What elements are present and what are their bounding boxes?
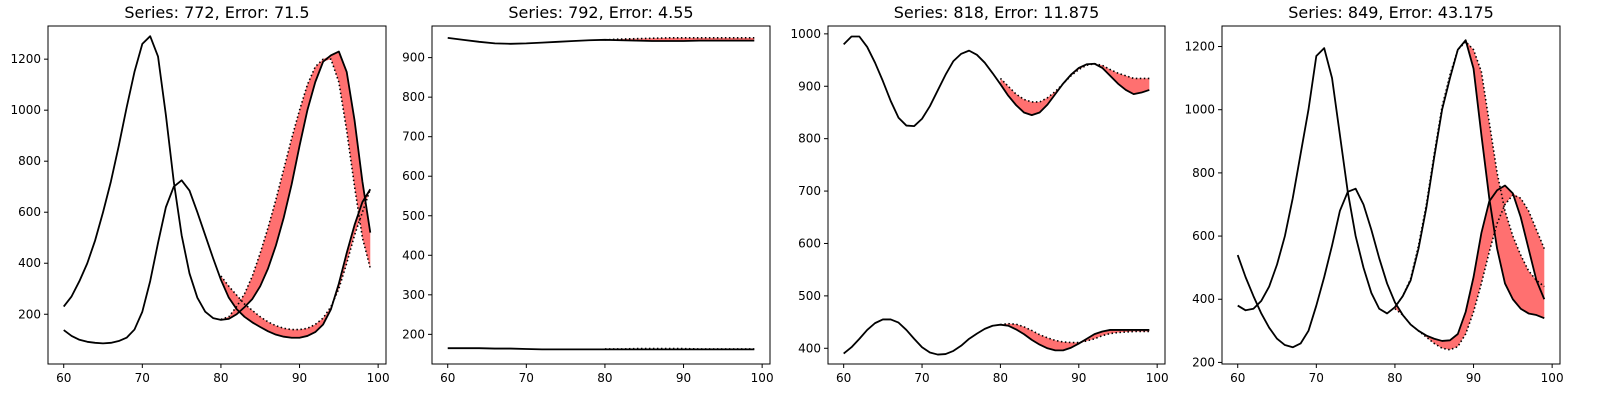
axes-frame — [1221, 25, 1561, 365]
error-band-2 — [220, 51, 371, 320]
x-tick-label: 60 — [56, 371, 71, 385]
x-tick-label: 60 — [440, 371, 455, 385]
y-tick-label: 600 — [1192, 229, 1215, 243]
chart-panel-4: 60 70 80 90 100 200 400 600 800 1000 1200 Series: 8… — [1184, 3, 1563, 385]
plot-area — [1236, 39, 1546, 351]
x-tick-label: 80 — [597, 371, 612, 385]
x-tick-label: 100 — [1146, 371, 1169, 385]
plot-area — [447, 36, 755, 351]
actual-line-2 — [63, 179, 372, 345]
x-tick-label: 60 — [1230, 371, 1245, 385]
chart-title: Series: 792, Error: 4.55 — [508, 3, 693, 22]
x-tick-label: 80 — [993, 371, 1008, 385]
y-tick-label: 1000 — [790, 27, 821, 41]
x-tick-label: 90 — [1466, 371, 1481, 385]
y-tick-label: 600 — [18, 205, 41, 219]
y-tick-label: 400 — [402, 248, 425, 262]
y-tick-label: 200 — [1192, 355, 1215, 369]
x-tick-label: 80 — [213, 371, 228, 385]
actual-line-1 — [843, 35, 1150, 127]
actual-line-1 — [63, 35, 372, 321]
x-tick-label: 70 — [519, 371, 534, 385]
predicted-line-4 — [1000, 322, 1150, 344]
x-tick-label: 100 — [367, 371, 390, 385]
x-tick-label: 90 — [676, 371, 691, 385]
y-tick-label: 200 — [18, 307, 41, 321]
axes-frame — [827, 25, 1166, 365]
actual-line-2 — [843, 318, 1150, 356]
y-tick-label: 900 — [798, 79, 821, 93]
x-tick-label: 80 — [1387, 371, 1402, 385]
y-tick-label: 400 — [1192, 292, 1215, 306]
chart-title: Series: 849, Error: 43.175 — [1288, 3, 1494, 22]
predicted-line-4 — [1394, 40, 1545, 308]
chart-panel-1: 60 70 80 90 100 200 400 600 800 1000 1200 Series: 7… — [10, 3, 389, 385]
error-band-1 — [1394, 185, 1545, 350]
plot-area — [843, 35, 1150, 356]
y-tick-label: 800 — [402, 90, 425, 104]
chart-panel-2: 60 70 80 90 100 200 300 400 500 600 700 800 900 Serie… — [402, 3, 773, 385]
y-tick-label: 500 — [798, 289, 821, 303]
y-tick-label: 900 — [402, 51, 425, 65]
x-tick-label: 90 — [292, 371, 307, 385]
error-band-2 — [1394, 40, 1545, 319]
x-tick-label: 60 — [836, 371, 851, 385]
predicted-line-3 — [999, 62, 1150, 103]
predicted-line-3 — [1394, 194, 1546, 351]
y-tick-label: 1000 — [1184, 103, 1215, 117]
plot-area — [63, 35, 372, 345]
chart-title: Series: 772, Error: 71.5 — [124, 3, 309, 22]
actual-line-2 — [447, 347, 755, 351]
y-tick-label: 700 — [798, 184, 821, 198]
y-tick-label: 800 — [18, 154, 41, 168]
y-tick-label: 600 — [798, 236, 821, 250]
x-tick-label: 70 — [135, 371, 150, 385]
y-tick-label: 700 — [402, 130, 425, 144]
y-tick-label: 200 — [402, 327, 425, 341]
actual-line-1 — [1236, 184, 1546, 349]
y-tick-label: 800 — [1192, 166, 1215, 180]
y-tick-label: 1000 — [10, 103, 41, 117]
x-tick-label: 70 — [1309, 371, 1324, 385]
chart-panel-3: 60 70 80 90 100 400 500 600 700 800 900 1000 Series:… — [790, 3, 1168, 385]
y-tick-label: 500 — [402, 209, 425, 223]
x-tick-label: 100 — [751, 371, 774, 385]
y-tick-label: 600 — [402, 169, 425, 183]
actual-line-2 — [1237, 39, 1545, 320]
x-tick-label: 70 — [914, 371, 929, 385]
axes-frame — [431, 25, 771, 365]
y-tick-label: 400 — [798, 341, 821, 355]
y-tick-label: 1200 — [1184, 40, 1215, 54]
chart-title: Series: 818, Error: 11.875 — [894, 3, 1100, 22]
x-tick-label: 90 — [1071, 371, 1086, 385]
x-tick-label: 100 — [1541, 371, 1564, 385]
y-tick-label: 300 — [402, 288, 425, 302]
y-tick-label: 400 — [18, 256, 41, 270]
y-tick-label: 800 — [798, 132, 821, 146]
y-tick-label: 1200 — [10, 52, 41, 66]
axes-frame — [47, 25, 387, 365]
